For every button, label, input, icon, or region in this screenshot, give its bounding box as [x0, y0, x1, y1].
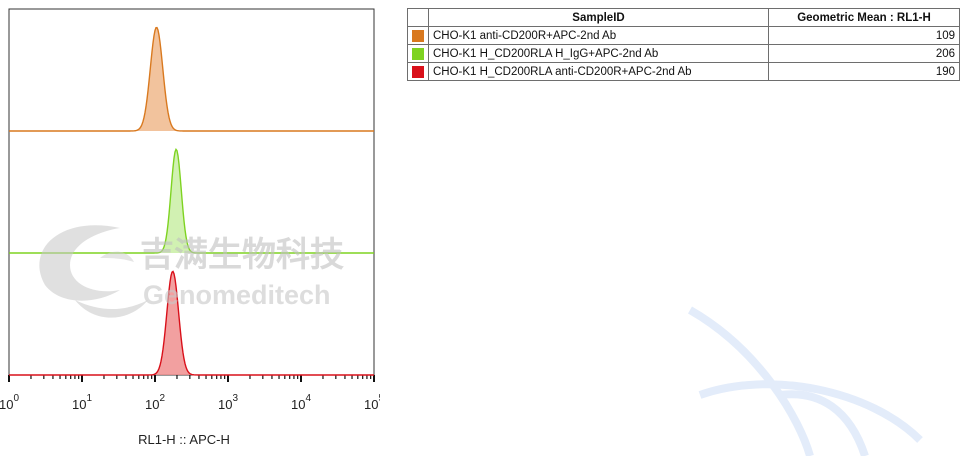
x-tick-label: 104: [291, 393, 311, 412]
statistics-table: SampleID Geometric Mean : RL1-H CHO-K1 a…: [407, 8, 960, 81]
sample-name: CHO-K1 H_CD200RLA H_IgG+APC-2nd Ab: [428, 44, 769, 63]
x-axis: 100 101 102 103 104 105: [0, 375, 380, 412]
x-axis-label: RL1-H :: APC-H: [138, 432, 230, 447]
header-swatch-cell: [407, 8, 429, 27]
plot-frame: [8, 8, 375, 376]
x-tick-label: 105: [364, 393, 380, 412]
sample-name: CHO-K1 H_CD200RLA anti-CD200R+APC-2nd Ab: [428, 62, 769, 81]
x-tick-label: 101: [72, 393, 92, 412]
histogram-fill: [9, 149, 374, 253]
x-tick-label: 103: [218, 393, 238, 412]
watermark-curve-large: [688, 306, 814, 456]
watermark-curve-right: [698, 380, 923, 443]
watermark-curve-inner: [779, 390, 869, 456]
swatch-cell: [407, 26, 429, 45]
x-tick-label: 102: [145, 393, 165, 412]
histogram-fill: [9, 27, 374, 131]
header-geometric-mean: Geometric Mean : RL1-H: [768, 8, 960, 27]
swatch-cell: [407, 62, 429, 81]
header-sample-id: SampleID: [428, 8, 769, 27]
histogram-line: [9, 270, 374, 376]
color-swatch: [412, 29, 424, 42]
table-header-row: SampleID Geometric Mean : RL1-H: [407, 8, 960, 27]
geometric-mean-value: 190: [768, 62, 960, 81]
histogram-chart: 100 101 102 103 104 105 RL1-H :: APC-H: [0, 8, 380, 447]
table-row: CHO-K1 anti-CD200R+APC-2nd Ab 109: [407, 26, 960, 45]
series-group: [9, 26, 374, 376]
histogram-line: [9, 26, 374, 132]
table-row: CHO-K1 H_CD200RLA H_IgG+APC-2nd Ab 206: [407, 44, 960, 63]
histogram-fill: [9, 271, 374, 375]
x-tick-label: 100: [0, 393, 19, 412]
swatch-cell: [407, 44, 429, 63]
geometric-mean-value: 109: [768, 26, 960, 45]
color-swatch: [412, 65, 424, 78]
table-row: CHO-K1 H_CD200RLA anti-CD200R+APC-2nd Ab…: [407, 62, 960, 81]
sample-name: CHO-K1 anti-CD200R+APC-2nd Ab: [428, 26, 769, 45]
color-swatch: [412, 47, 424, 60]
histogram-line: [9, 147, 374, 254]
geometric-mean-value: 206: [768, 44, 960, 63]
